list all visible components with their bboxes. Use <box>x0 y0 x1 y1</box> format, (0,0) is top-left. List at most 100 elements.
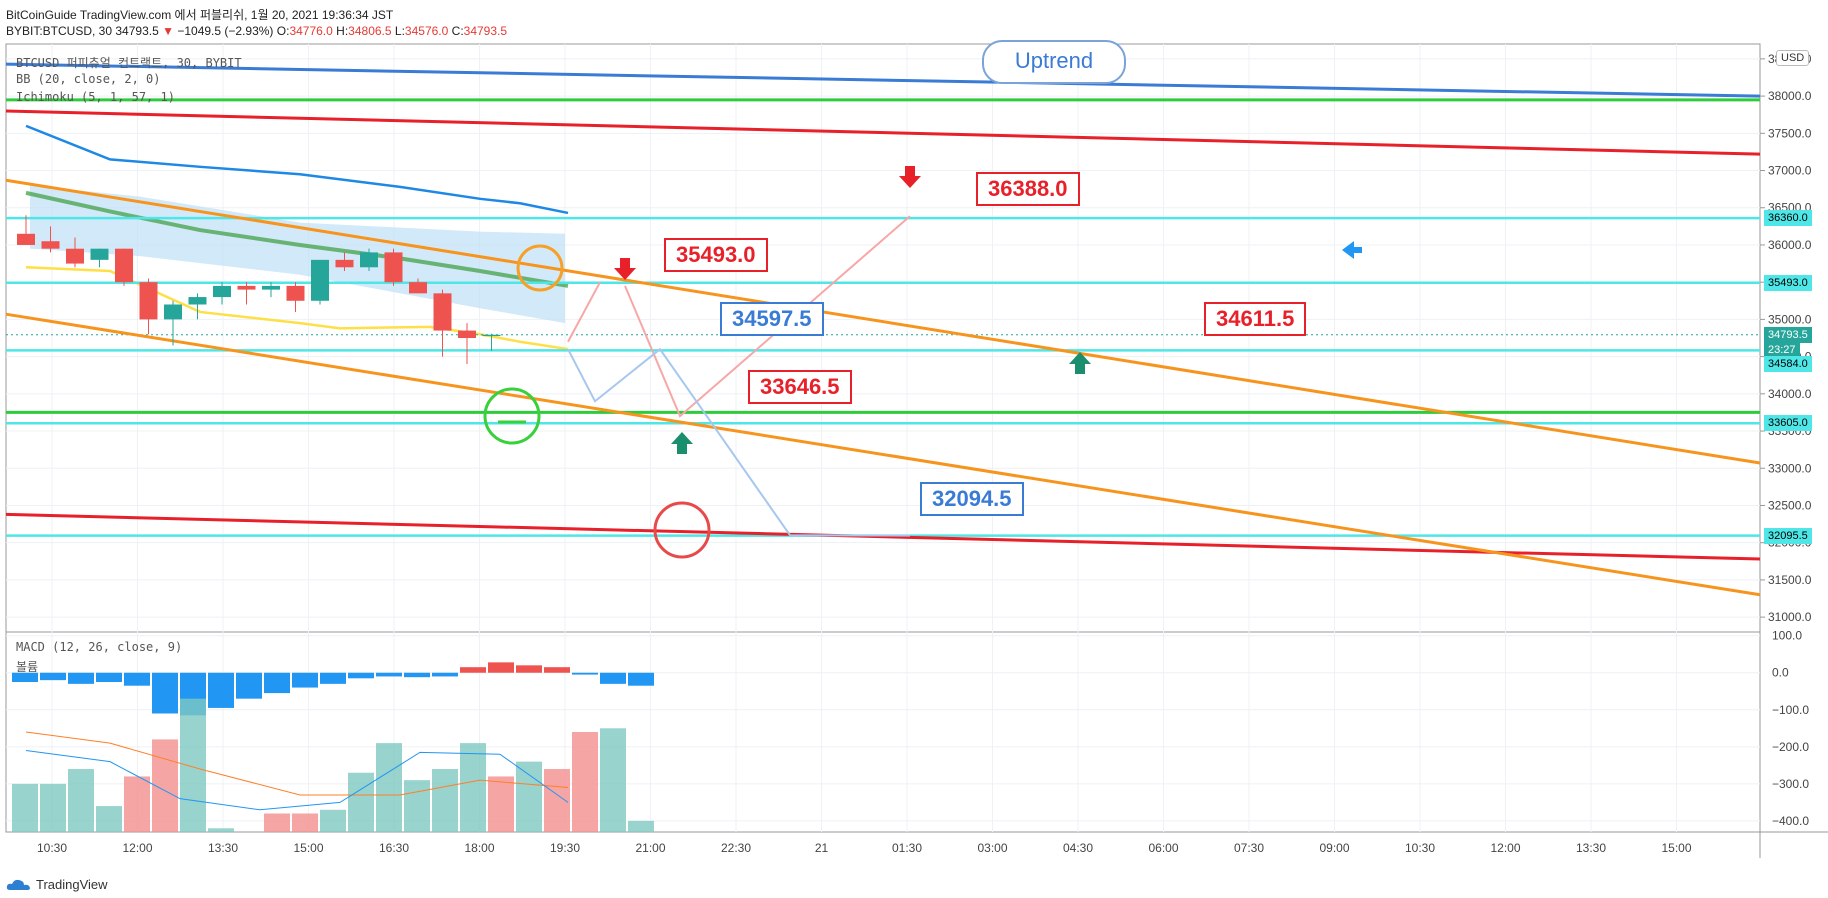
down-arrow-icon <box>614 258 636 280</box>
candle-body <box>262 285 280 290</box>
symbol-label: BYBIT:BTCUSD, 30 <box>6 24 113 38</box>
price-tag: 35493.0 <box>1764 274 1812 291</box>
price-tag: 36360.0 <box>1764 210 1812 227</box>
candle-body <box>139 282 158 320</box>
low-label: L: <box>394 24 405 38</box>
time-axis[interactable]: 10:30 12:00 13:30 15:00 16:30 18:00 19:30 21:00… <box>37 841 1692 855</box>
volume-bar <box>516 761 542 832</box>
volume-bar <box>600 728 626 832</box>
red-path <box>624 215 911 418</box>
main-pane[interactable] <box>5 43 1761 633</box>
high-value: 34806.5 <box>348 24 392 38</box>
time-tick-label: 21:00 <box>635 841 665 855</box>
cloud-icon <box>6 879 31 890</box>
price-tag: 34793.5 <box>1764 326 1812 343</box>
callout-34597: 34597.5 <box>720 302 824 336</box>
candle-body <box>115 248 133 283</box>
ichimoku-cloud <box>25 124 569 351</box>
callout-36388: 36388.0 <box>976 172 1080 206</box>
macd-bar <box>40 672 66 681</box>
volume-bar <box>124 776 150 832</box>
currency-badge[interactable]: USD <box>1776 50 1810 66</box>
cloud-area <box>30 185 565 324</box>
close-label: C: <box>451 24 464 38</box>
legend-ichimoku[interactable]: Ichimoku (5, 1, 57, 1) <box>16 90 175 104</box>
volume-bar <box>208 828 234 832</box>
time-tick-label: 16:30 <box>379 841 409 855</box>
trend-lines <box>5 62 1761 597</box>
happy-face-icon <box>516 244 564 292</box>
macd-bar <box>544 667 570 673</box>
time-tick-label: 22:30 <box>721 841 751 855</box>
candle-body <box>164 304 182 320</box>
volume-bar <box>376 743 402 832</box>
macd-bar <box>348 672 374 679</box>
down-arrow-icon: ▼ <box>162 24 174 38</box>
time-tick-label: 09:00 <box>1319 841 1349 855</box>
volume-bar <box>404 780 430 832</box>
macd-bar <box>152 672 178 714</box>
candle-body <box>41 241 60 249</box>
price-tick-label: 34000.0 <box>1768 387 1812 401</box>
candle-body <box>335 259 354 268</box>
open-value: 34776.0 <box>289 24 333 38</box>
volume-bar <box>264 813 290 832</box>
orange-channel-top <box>5 178 1761 465</box>
legend-volume: 볼륨 <box>16 660 39 674</box>
volume-bar <box>348 772 374 832</box>
open-label: O: <box>276 24 290 38</box>
price-tag: 23:27 <box>1764 341 1800 358</box>
uptrend-bubble: Uptrend <box>982 40 1126 84</box>
macd-bar <box>628 672 654 686</box>
price-tag: 34584.0 <box>1764 356 1812 373</box>
price-tag: 33605.0 <box>1764 415 1812 432</box>
volume-bar <box>460 743 486 832</box>
tradingview-logo[interactable]: TradingView <box>6 877 108 892</box>
legend-bb[interactable]: BB (20, close, 2, 0) <box>16 72 161 86</box>
sad-face-icon <box>653 501 711 559</box>
volume-bar <box>572 732 598 832</box>
candle-body <box>360 252 378 268</box>
time-tick-label: 01:30 <box>892 841 922 855</box>
candle-body <box>286 285 305 301</box>
time-tick-label: 12:00 <box>122 841 152 855</box>
close-value: 34793.5 <box>463 24 508 38</box>
high-label: H: <box>336 24 349 38</box>
volume-bar <box>96 806 122 832</box>
candle-body <box>482 334 501 337</box>
footer-label: TradingView <box>36 877 108 892</box>
macd-bar <box>320 672 346 684</box>
volume-bar <box>40 783 66 832</box>
price-tick-label: 37000.0 <box>1768 164 1812 178</box>
macd-bar <box>68 672 94 684</box>
candle-body <box>237 285 256 290</box>
price-tick-label: 33000.0 <box>1768 461 1812 475</box>
macd-tick-label: −300.0 <box>1772 777 1809 791</box>
candle-body <box>409 282 427 294</box>
macd-bar <box>516 665 542 673</box>
price-tick-label: 36000.0 <box>1768 238 1812 252</box>
macd-pane[interactable] <box>5 631 1761 833</box>
time-tick-label: 15:00 <box>1661 841 1691 855</box>
time-tick-label: 13:30 <box>1576 841 1606 855</box>
price-tick-label: 31500.0 <box>1768 573 1812 587</box>
time-tick-label: 07:30 <box>1234 841 1264 855</box>
candle-body <box>188 297 207 305</box>
time-tick-label: 06:00 <box>1148 841 1178 855</box>
price-tick-label: 38000.0 <box>1768 89 1812 103</box>
macd-bar <box>264 672 290 694</box>
macd-bar <box>236 672 262 699</box>
price-tag: 32095.5 <box>1764 527 1812 544</box>
bb-basis <box>25 190 569 288</box>
time-tick-label: 18:00 <box>464 841 494 855</box>
volume-bar <box>488 776 514 832</box>
macd-bar <box>208 672 234 708</box>
macd-axis[interactable]: 100.0 0.0 −100.0 −200.0 −300.0 −400.0 <box>1772 629 1809 828</box>
orange-channel-bottom <box>5 312 1761 597</box>
time-tick-label: 12:00 <box>1490 841 1520 855</box>
legend-macd[interactable]: MACD (12, 26, close, 9) <box>16 640 183 654</box>
candle-body <box>90 248 109 260</box>
publish-info: BitCoinGuide TradingView.com 에서 퍼블리쉬, 1월… <box>6 8 394 22</box>
volume-bar <box>320 809 346 832</box>
